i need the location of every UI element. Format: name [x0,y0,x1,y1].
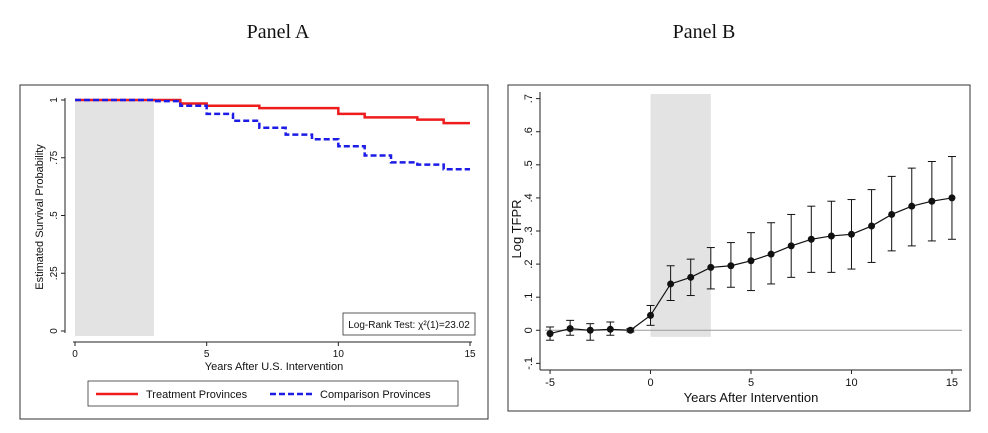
panel-b-point [667,280,675,288]
panel-a-x-tick-label: 0 [72,349,78,360]
panel-b-point [948,194,956,202]
panel-b-point [626,326,634,334]
panel-b-point [868,222,876,230]
panel-a-annotation: Log-Rank Test: χ²(1)=23.02 [348,320,470,331]
panel-b-title: Panel B [673,21,736,43]
panel-b-point [707,263,715,271]
panel-a-series-line [75,98,470,171]
panel-b-point [647,311,655,319]
panel-b-y-tick-label: .2 [523,260,535,269]
panel-b-point [787,242,795,250]
panel-b-y-tick-label: .7 [523,94,535,103]
panel-b-y-tick-label: .4 [523,193,535,202]
panel-b-frame [507,84,971,412]
panel-a-x-axis-label: Years After U.S. Intervention [205,361,343,373]
panel-b-point [888,210,896,218]
panel-a-x-tick-label: 15 [464,349,476,360]
panel-a-plot: 0 5 10 15 0 .25 .5 .75 1 [49,97,476,360]
panel-a-y-tick-label: 0 [49,328,60,334]
panel-b-point [747,257,755,265]
panel-b-point [928,197,936,205]
panel-a-annotation-box [342,312,476,336]
panel-a-series-line [75,98,470,125]
panel-a-y-tick-label: .75 [49,150,60,164]
panel-a-title: Panel A [247,21,310,43]
legend-label-comparison: Comparison Provinces [320,389,431,401]
panel-b-x-axis-label: Years After Intervention [684,390,819,405]
panel-a-y-tick-label: .5 [49,211,60,220]
panel-b-point [767,250,775,258]
panel-b-plot: -5 0 5 10 15 -.1 0 .1 .2 .3 .4 .5 .6 .7 [523,92,962,389]
panel-b-point [566,325,574,333]
panel-b-y-tick-label: .6 [523,127,535,136]
panel-b-x-tick-label: -5 [545,377,555,389]
panel-b-point [908,202,916,210]
panel-b-x-tick-label: 15 [946,377,958,389]
panel-b-y-tick-label: 0 [523,327,535,333]
panel-b-y-tick-label: .3 [523,226,535,235]
panel-b-point [546,330,554,338]
panel-b-y-tick-label: -.1 [523,357,535,370]
panel-b-shaded-region [650,94,711,337]
panel-b-point [847,230,855,238]
panel-b-point [727,262,735,270]
panel-b-point [827,232,835,240]
panel-b-x-tick-label: 5 [748,377,754,389]
panel-b-y-axis-label: Log TFPR [509,199,524,258]
panel-b-point [586,326,594,334]
panel-a-shaded-region [75,100,154,336]
panel-a-x-tick-label: 5 [204,349,210,360]
legend-label-treatment: Treatment Provinces [146,389,248,401]
panel-b-x-tick-label: 0 [647,377,653,389]
panel-a-y-tick-label: 1 [49,97,60,103]
panel-b-y-tick-label: .1 [523,293,535,302]
panel-b-point [807,235,815,243]
panel-b-point [687,273,695,281]
panel-b-x-tick-label: 10 [845,377,857,389]
panel-a-x-tick-label: 10 [333,349,345,360]
panel-a-y-tick-label: .25 [49,266,60,280]
panel-b-y-tick-label: .5 [523,160,535,169]
panel-b-point [606,325,614,333]
panel-a-y-axis-label: Estimated Survival Probability [34,144,46,290]
